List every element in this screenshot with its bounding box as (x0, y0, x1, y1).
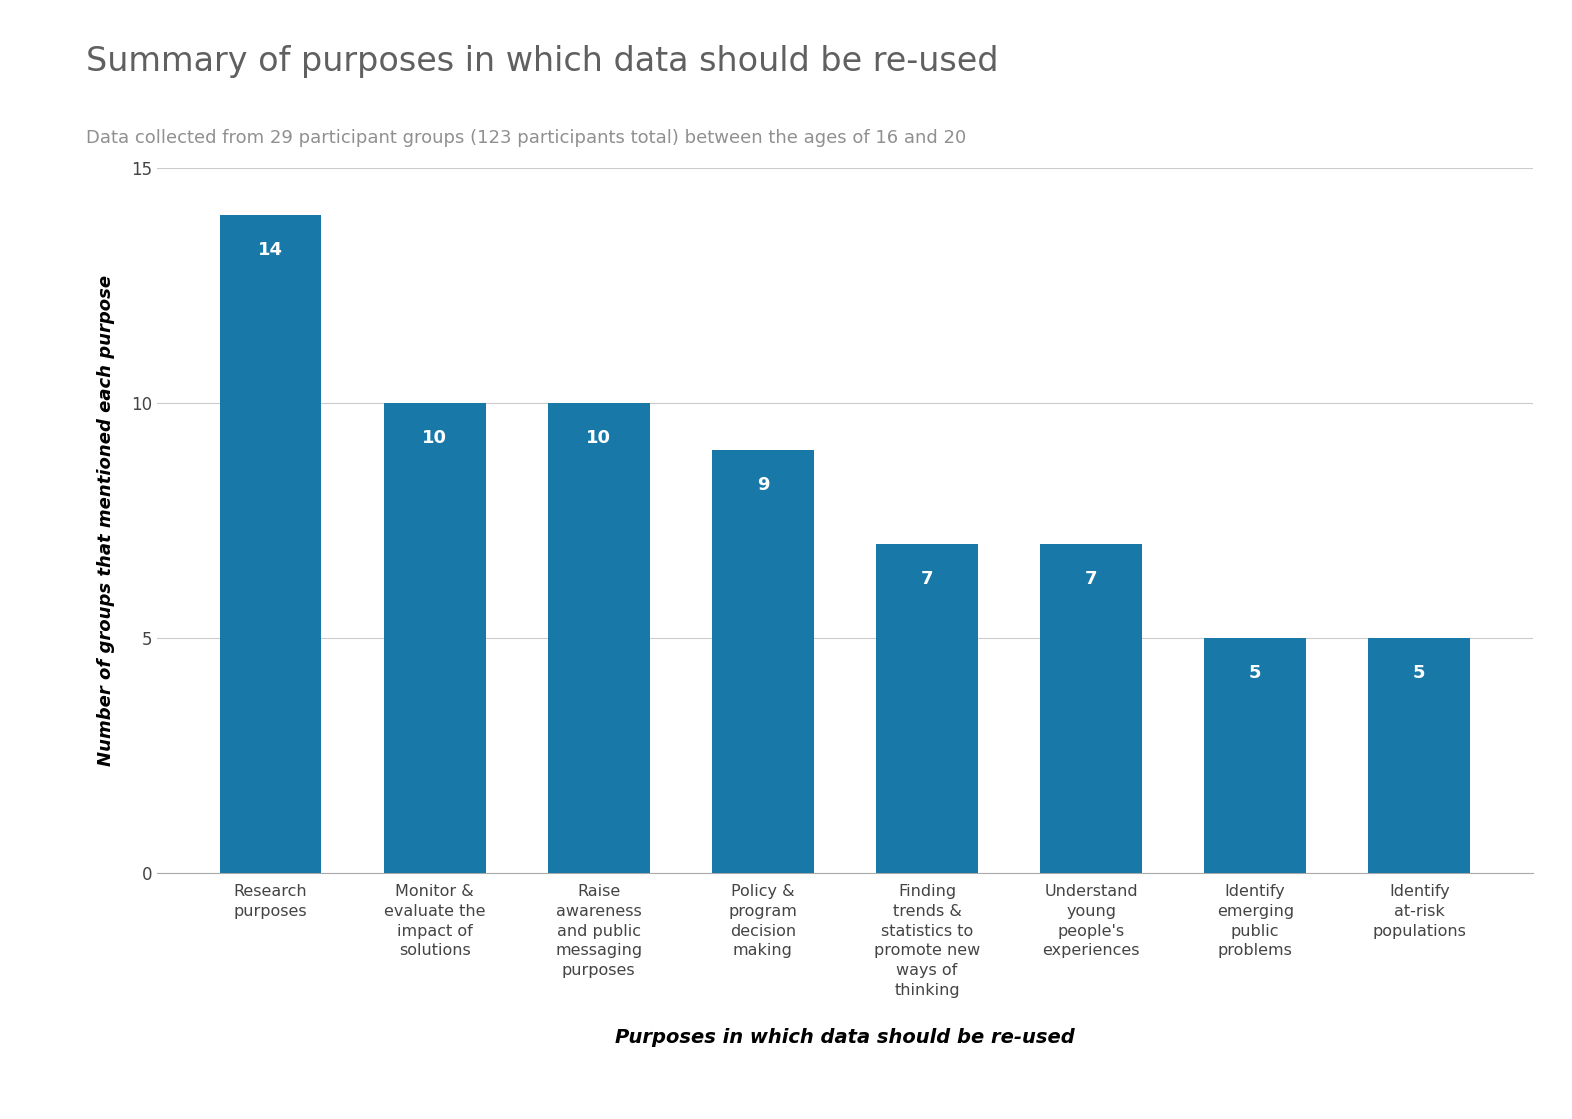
Text: 10: 10 (586, 429, 612, 446)
Text: Data collected from 29 participant groups (123 participants total) between the a: Data collected from 29 participant group… (86, 129, 967, 147)
Bar (876, 544, 978, 873)
Bar (1041, 544, 1141, 873)
Bar (220, 215, 321, 873)
Text: Summary of purposes in which data should be re-used: Summary of purposes in which data should… (86, 45, 998, 77)
Bar (549, 403, 649, 873)
Text: 10: 10 (423, 429, 446, 446)
Bar (384, 403, 486, 873)
Bar (1369, 638, 1470, 873)
Text: 14: 14 (258, 241, 283, 258)
Y-axis label: Number of groups that mentioned each purpose: Number of groups that mentioned each pur… (96, 275, 115, 765)
Text: 9: 9 (756, 476, 769, 493)
Bar (712, 450, 814, 873)
Bar (1204, 638, 1306, 873)
Text: 5: 5 (1413, 664, 1426, 681)
Text: 5: 5 (1250, 664, 1261, 681)
X-axis label: Purposes in which data should be re-used: Purposes in which data should be re-used (615, 1028, 1075, 1047)
Text: 7: 7 (1085, 570, 1097, 587)
Text: 7: 7 (921, 570, 934, 587)
